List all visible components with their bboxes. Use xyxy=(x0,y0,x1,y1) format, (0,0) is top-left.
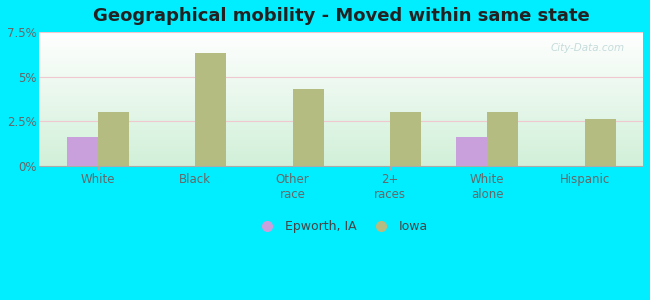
Bar xyxy=(456,137,488,166)
Bar xyxy=(98,112,129,166)
Bar xyxy=(195,53,226,166)
Bar xyxy=(292,89,324,166)
Text: City-Data.com: City-Data.com xyxy=(551,43,625,53)
Legend: Epworth, IA, Iowa: Epworth, IA, Iowa xyxy=(250,215,433,238)
Bar xyxy=(488,112,519,166)
Bar xyxy=(67,137,98,166)
Bar xyxy=(584,119,616,166)
Bar xyxy=(390,112,421,166)
Title: Geographical mobility - Moved within same state: Geographical mobility - Moved within sam… xyxy=(93,7,590,25)
